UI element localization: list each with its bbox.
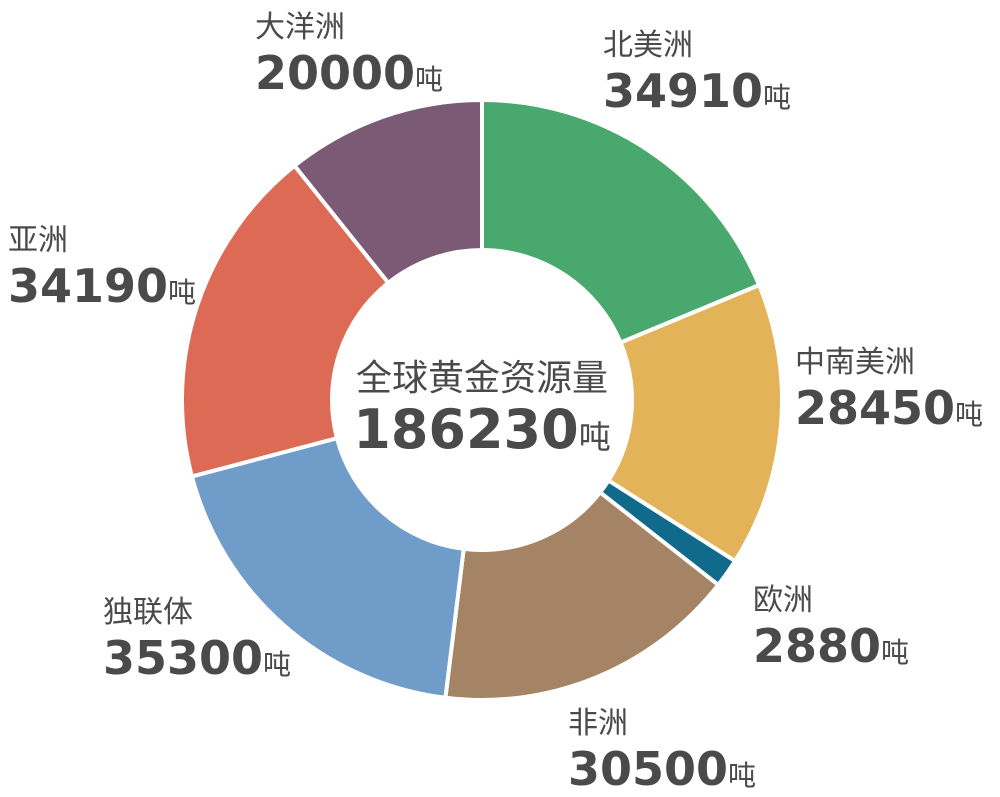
slice-label-value: 28450吨 [795, 381, 983, 435]
slice-value-unit: 吨 [168, 276, 196, 309]
slice-value-unit: 吨 [955, 398, 983, 431]
slice-label-name: 非洲 [568, 706, 628, 741]
center-title: 全球黄金资源量 [356, 358, 608, 399]
slice-label-value: 34190吨 [8, 259, 196, 313]
donut-slices [180, 98, 784, 702]
center-total-unit: 吨 [579, 418, 611, 456]
slice-value-number: 34910 [603, 64, 763, 118]
slice-label-value: 34910吨 [603, 64, 791, 118]
slice-value-number: 35300 [103, 631, 263, 685]
slice-label-name: 北美洲 [603, 28, 693, 63]
slice-label-value: 2880吨 [753, 619, 909, 673]
slice-7 [292, 98, 484, 285]
slice-label-name: 中南美洲 [795, 345, 915, 380]
slice-label-value: 35300吨 [103, 631, 291, 685]
slice-5 [189, 436, 466, 700]
slice-value-number: 34190 [8, 259, 168, 313]
slice-value-number: 30500 [568, 742, 728, 796]
slice-value-number: 28450 [795, 381, 955, 435]
slice-value-unit: 吨 [881, 636, 909, 669]
slice-label-name: 独联体 [103, 595, 193, 630]
slice-value-unit: 吨 [263, 648, 291, 681]
slice-2 [606, 283, 784, 564]
slice-value-number: 20000 [255, 46, 415, 100]
slice-label-value: 20000吨 [255, 46, 443, 100]
slice-label-name: 亚洲 [8, 223, 68, 258]
slice-value-unit: 吨 [415, 63, 443, 96]
slice-value-unit: 吨 [728, 759, 756, 792]
slice-value-number: 2880 [753, 619, 881, 673]
slice-1 [480, 98, 762, 345]
slice-label-value: 30500吨 [568, 742, 756, 796]
slice-labels: 北美洲34910吨中南美洲28450吨欧洲2880吨非洲30500吨独联体353… [8, 10, 983, 796]
slice-value-unit: 吨 [763, 81, 791, 114]
slice-label-name: 大洋洲 [255, 10, 345, 45]
slice-4 [443, 490, 721, 702]
slice-label-name: 欧洲 [753, 583, 813, 618]
center-label: 全球黄金资源量 186230吨 [353, 358, 610, 461]
slice-6 [180, 163, 391, 479]
center-total-value: 186230 [353, 398, 578, 461]
center-total: 186230吨 [353, 398, 610, 461]
